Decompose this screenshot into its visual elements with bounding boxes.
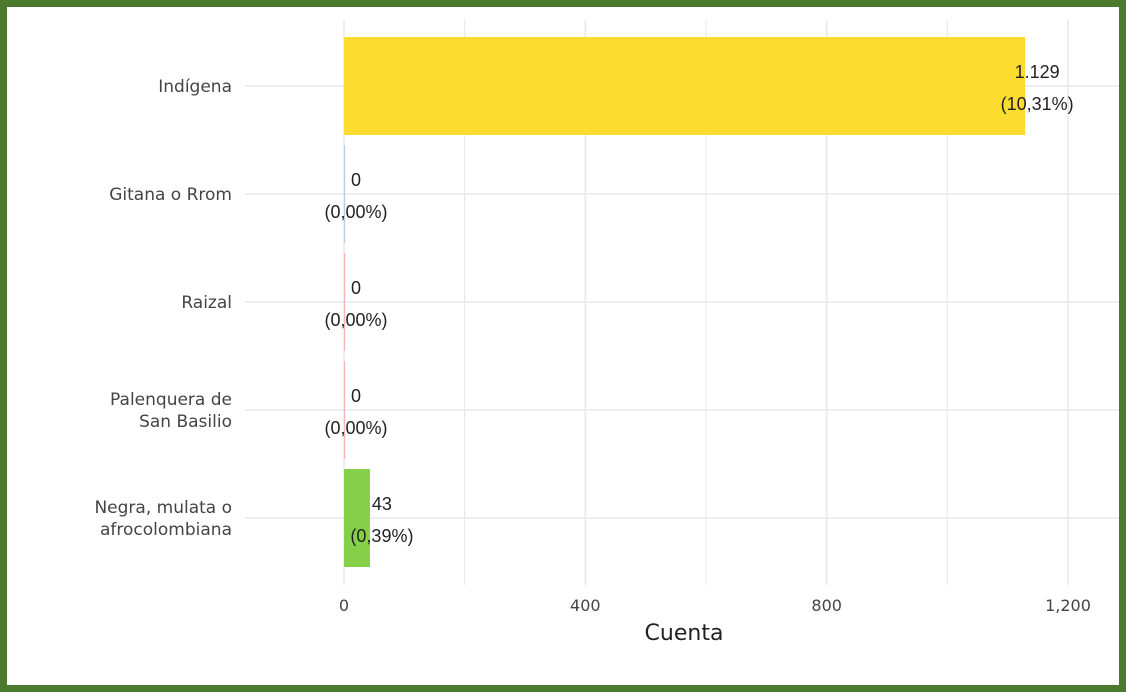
bar <box>344 361 346 459</box>
bars <box>344 37 1026 567</box>
data-label-percent: (10,31%) <box>1001 94 1074 114</box>
bar <box>344 469 370 567</box>
x-tick-label: 0 <box>339 596 349 615</box>
data-label-value: 0 <box>351 278 361 298</box>
data-label-value: 0 <box>351 386 361 406</box>
x-axis-title: Cuenta <box>645 621 724 646</box>
bar <box>344 37 1026 135</box>
data-label-percent: (0,00%) <box>324 310 387 330</box>
labels: Indígena Gitana o Rrom Raizal Palenquera de… <box>94 62 1090 615</box>
x-tick-label: 800 <box>811 596 842 615</box>
category-label: Palenquera de San Basilio <box>110 390 232 432</box>
x-tick-label: 400 <box>570 596 601 615</box>
bar <box>344 253 346 351</box>
data-label-percent: (0,00%) <box>324 202 387 222</box>
category-label: Gitana o Rrom <box>109 185 232 205</box>
data-label-percent: (0,00%) <box>324 418 387 438</box>
data-label-value: 43 <box>372 494 392 514</box>
category-label: Indígena <box>158 77 232 97</box>
data-label-value: 0 <box>351 170 361 190</box>
x-tick-label: 1,200 <box>1045 596 1091 615</box>
bar-chart: Indígena Gitana o Rrom Raizal Palenquera de… <box>94 20 1119 646</box>
category-label: Negra, mulata o afrocolombiana <box>94 498 232 540</box>
category-label: Raizal <box>181 293 232 313</box>
data-label-percent: (0,39%) <box>350 526 413 546</box>
bar <box>344 145 346 243</box>
data-label-value: 1.129 <box>1015 62 1060 82</box>
